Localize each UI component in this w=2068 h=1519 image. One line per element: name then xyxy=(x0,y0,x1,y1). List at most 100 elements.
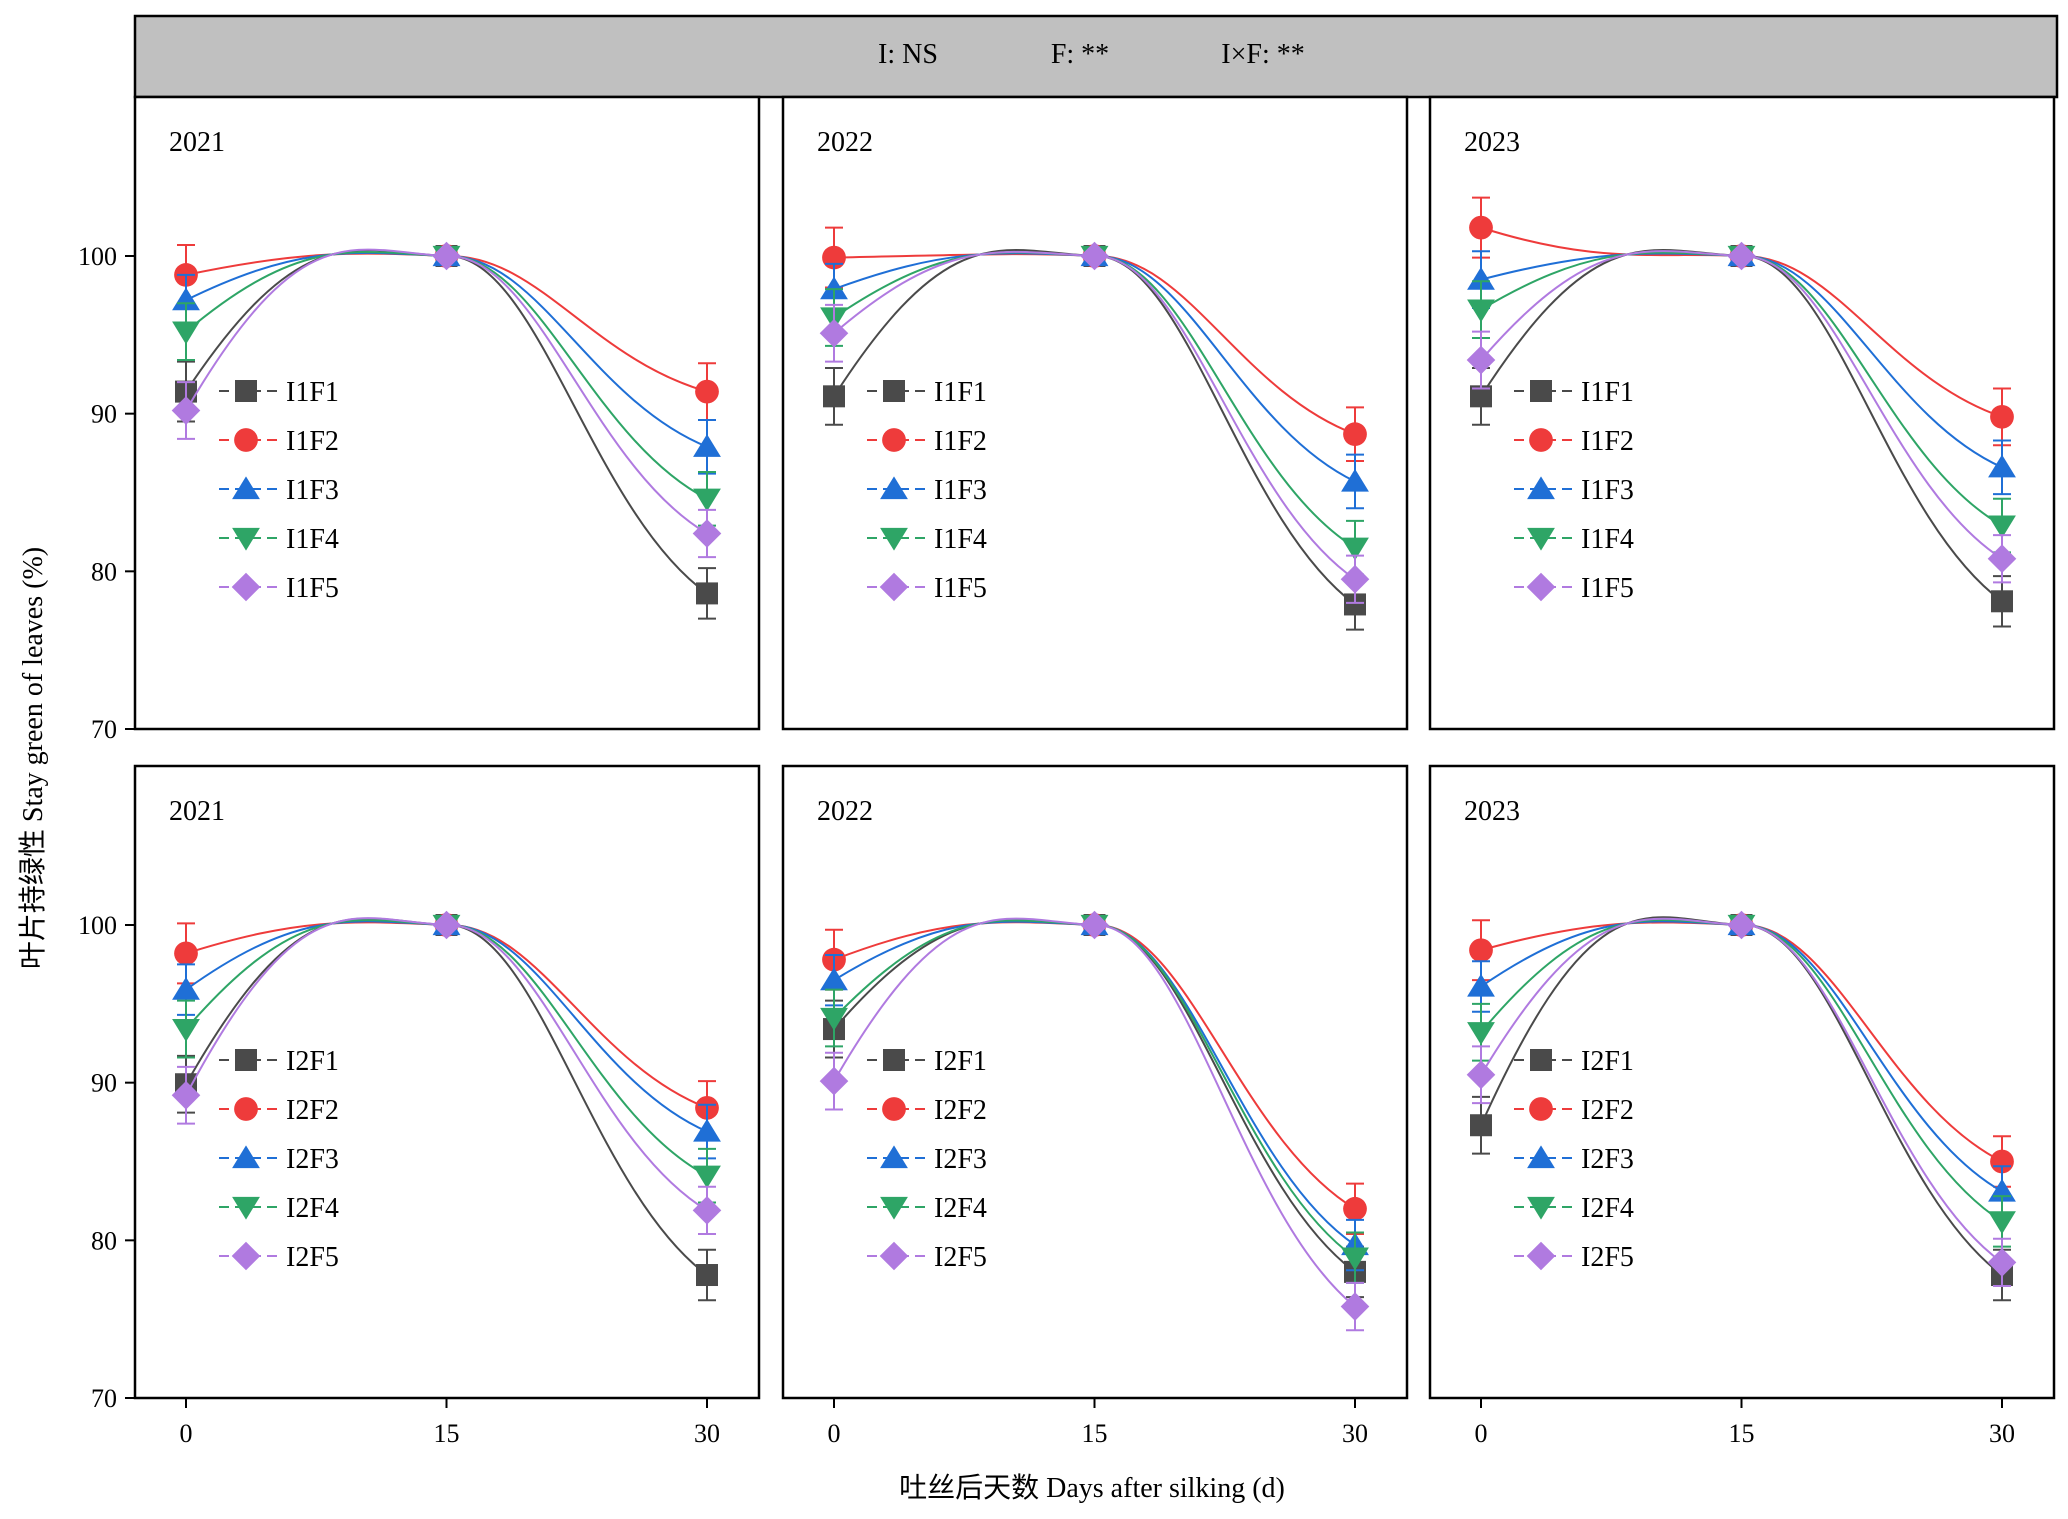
x-tick-label: 15 xyxy=(1082,1419,1108,1448)
x-tick-label: 15 xyxy=(1729,1419,1755,1448)
data-point-I2F5 xyxy=(171,1080,201,1110)
data-point-I1F4 xyxy=(1988,515,2016,539)
y-tick-label: 80 xyxy=(91,1226,117,1255)
data-point-I1F5 xyxy=(1080,241,1109,271)
legend-marker-I2F4 xyxy=(1527,1196,1555,1220)
legend-marker-I1F3 xyxy=(232,476,260,500)
legend-label-I1F5: I1F5 xyxy=(286,573,339,604)
legend-marker-I1F4 xyxy=(1527,527,1555,551)
legend-marker-I1F5 xyxy=(879,572,909,602)
data-point-I2F5 xyxy=(819,1066,849,1096)
data-point-I2F5 xyxy=(1987,1248,2017,1277)
data-point-I1F4 xyxy=(172,321,200,345)
x-tick-label: 30 xyxy=(1342,1419,1368,1448)
data-point-I1F1 xyxy=(1991,590,2013,613)
y-tick-label: 90 xyxy=(91,400,117,429)
legend-marker-I1F4 xyxy=(232,527,260,551)
legend-marker-I1F2 xyxy=(234,428,258,452)
data-point-I1F5 xyxy=(819,318,849,348)
legend-marker-I2F3 xyxy=(880,1145,908,1169)
legend-label-I2F4: I2F4 xyxy=(1581,1193,1634,1224)
data-point-I2F4 xyxy=(1341,1247,1369,1271)
legend-marker-I1F3 xyxy=(1527,476,1555,500)
data-point-I2F5 xyxy=(1340,1292,1370,1321)
legend-label-I2F5: I2F5 xyxy=(1581,1242,1634,1273)
legend-label-I2F3: I2F3 xyxy=(934,1144,987,1175)
data-point-I1F1 xyxy=(1344,593,1366,616)
panels-group: 2021 70 80 90 100 I1F1 I1F2 I1F3 I1F4 I1F5 2022 I1F… xyxy=(78,95,2056,1448)
data-point-I1F3 xyxy=(1988,454,2016,478)
stat-interaction: I×F: ** xyxy=(1221,39,1304,70)
legend-marker-I2F5 xyxy=(1526,1241,1556,1271)
data-point-I2F2 xyxy=(174,941,198,966)
y-tick-label: 100 xyxy=(78,242,117,271)
legend-label-I1F2: I1F2 xyxy=(1581,426,1634,457)
stat-fertilizer: F: ** xyxy=(1051,39,1109,70)
stat-irrigation: I: NS xyxy=(878,39,938,70)
data-point-I1F5 xyxy=(1987,544,2017,574)
data-point-I1F2 xyxy=(1469,215,1493,240)
legend-label-I2F2: I2F2 xyxy=(934,1095,987,1126)
panel-6: 2023 0 15 30 I2F1 I2F2 I2F3 I2F4 I2F5 xyxy=(1428,764,2056,1448)
legend-marker-I2F1 xyxy=(883,1049,905,1071)
legend-marker-I1F2 xyxy=(882,428,906,452)
legend-label-I2F3: I2F3 xyxy=(1581,1144,1634,1175)
panel-frame xyxy=(1428,764,2056,1400)
x-tick-label: 15 xyxy=(434,1419,460,1448)
legend-marker-I1F3 xyxy=(880,476,908,500)
data-point-I1F2 xyxy=(1990,404,2014,429)
data-point-I2F4 xyxy=(1467,1022,1495,1045)
legend-label-I1F5: I1F5 xyxy=(934,573,987,604)
legend-label-I1F3: I1F3 xyxy=(934,475,987,506)
data-point-I1F5 xyxy=(1466,345,1496,375)
data-point-I2F1 xyxy=(696,1264,718,1287)
legend-label-I2F5: I2F5 xyxy=(286,1242,339,1273)
data-point-I1F2 xyxy=(1343,422,1367,447)
legend-label-I1F2: I1F2 xyxy=(934,426,987,457)
panel-5: 2022 0 15 30 I2F1 I2F2 I2F3 I2F4 I2F5 xyxy=(781,764,1409,1448)
legend-marker-I2F4 xyxy=(232,1196,260,1220)
legend-label-I1F3: I1F3 xyxy=(286,475,339,506)
legend-label-I2F1: I2F1 xyxy=(286,1046,339,1077)
data-point-I2F3 xyxy=(820,967,848,991)
panel-frame xyxy=(133,764,761,1400)
legend-label-I1F4: I1F4 xyxy=(934,524,987,555)
legend-marker-I1F1 xyxy=(235,380,257,402)
x-tick-label: 0 xyxy=(828,1419,841,1448)
data-point-I2F5 xyxy=(1727,910,1756,940)
data-point-I2F2 xyxy=(1343,1196,1367,1221)
data-point-I2F2 xyxy=(1990,1149,2014,1174)
data-point-I1F4 xyxy=(1467,299,1495,323)
panel-year-label: 2023 xyxy=(1464,127,1520,158)
data-point-I1F1 xyxy=(1470,385,1492,408)
data-point-I2F3 xyxy=(172,976,200,1000)
legend-marker-I2F3 xyxy=(232,1145,260,1169)
data-point-I2F3 xyxy=(1467,973,1495,997)
data-point-I2F4 xyxy=(820,1007,848,1031)
y-tick-label: 70 xyxy=(91,715,117,744)
x-tick-label: 30 xyxy=(1989,1419,2015,1448)
data-point-I1F4 xyxy=(693,488,721,512)
legend-marker-I2F5 xyxy=(879,1241,909,1271)
panel-1: 2021 70 80 90 100 I1F1 I1F2 I1F3 I1F4 I1F5 xyxy=(78,95,761,744)
legend-marker-I1F1 xyxy=(883,380,905,402)
data-point-I2F5 xyxy=(432,910,461,940)
panel-year-label: 2022 xyxy=(817,796,873,827)
legend-label-I2F2: I2F2 xyxy=(1581,1095,1634,1126)
legend-label-I2F1: I2F1 xyxy=(934,1046,987,1077)
legend-marker-I2F1 xyxy=(235,1049,257,1071)
data-point-I1F1 xyxy=(696,582,718,605)
x-tick-label: 30 xyxy=(694,1419,720,1448)
legend-marker-I1F4 xyxy=(880,527,908,551)
data-point-I1F5 xyxy=(1340,564,1370,594)
panel-year-label: 2021 xyxy=(169,796,225,827)
legend-label-I2F4: I2F4 xyxy=(934,1193,987,1224)
panel-frame xyxy=(781,764,1409,1400)
x-tick-label: 0 xyxy=(180,1419,193,1448)
panel-2: 2022 I1F1 I1F2 I1F3 I1F4 I1F5 xyxy=(781,95,1409,731)
legend-marker-I2F1 xyxy=(1530,1049,1552,1071)
legend-label-I2F2: I2F2 xyxy=(286,1095,339,1126)
panel-frame xyxy=(1428,95,2056,731)
y-tick-label: 70 xyxy=(91,1384,117,1413)
